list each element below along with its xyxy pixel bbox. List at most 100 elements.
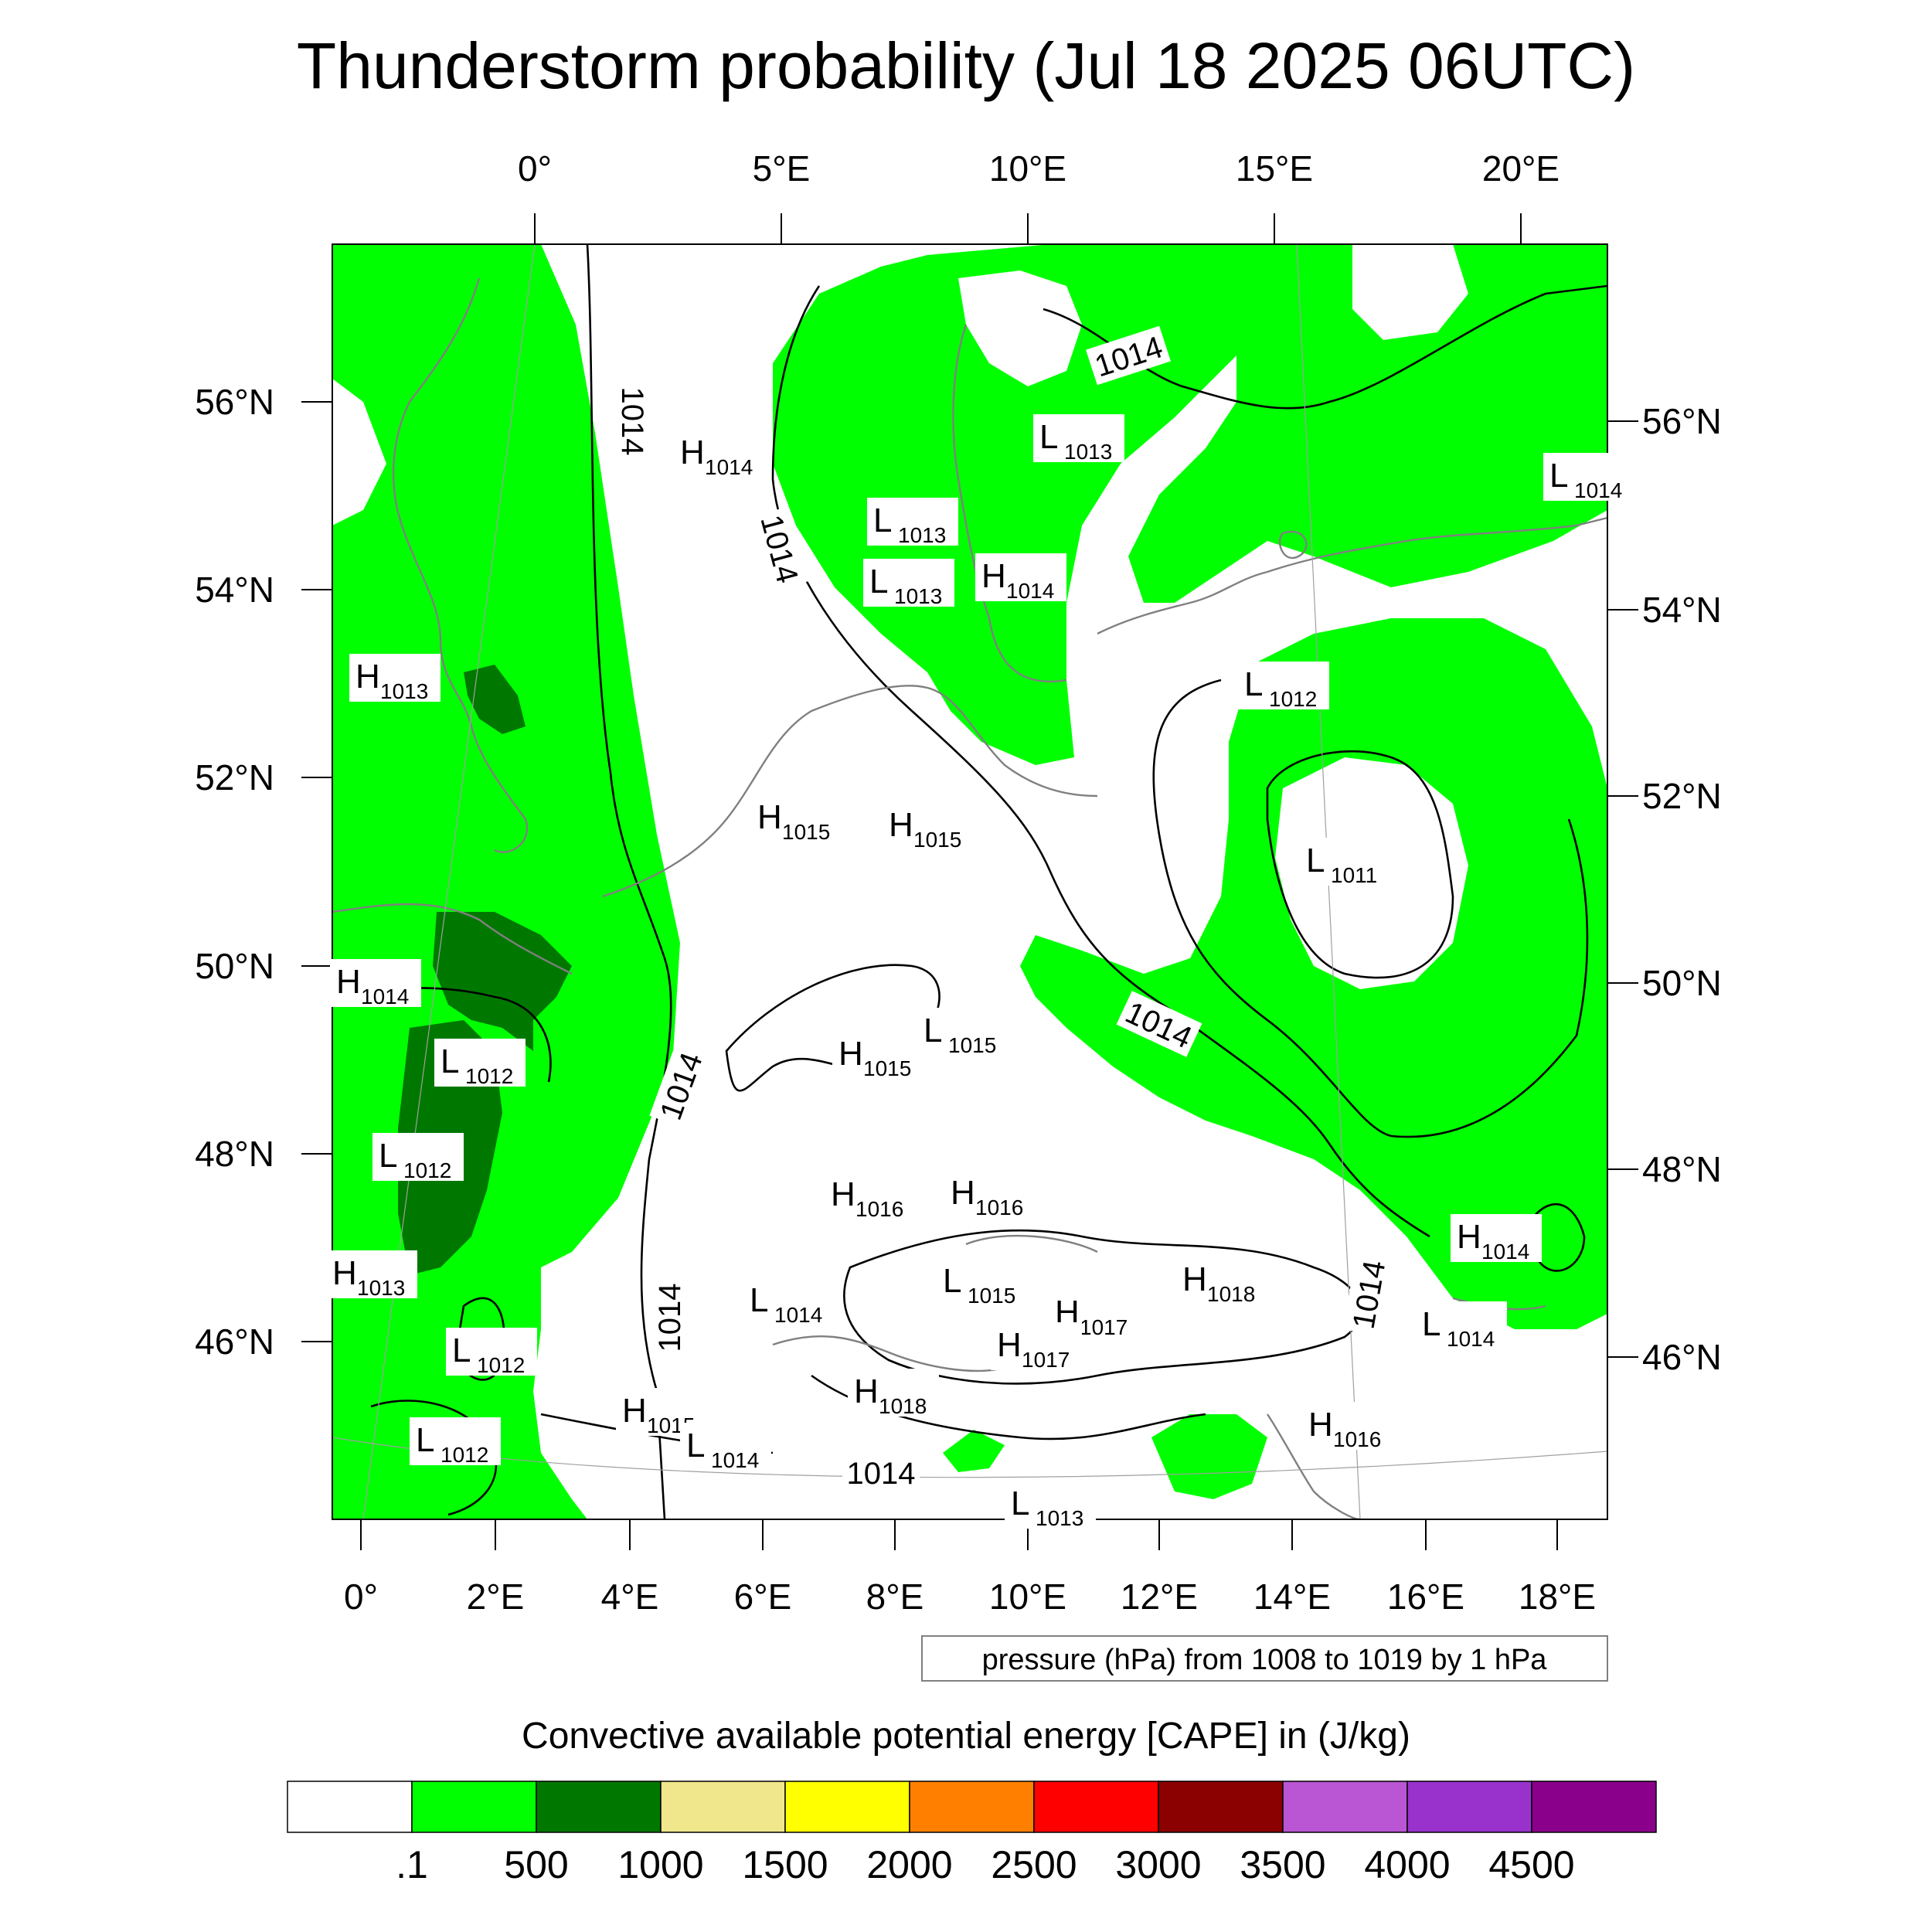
pressure-marker-type: H: [951, 1174, 975, 1212]
pressure-marker-value: 1018: [879, 1394, 927, 1418]
pressure-marker-type: L: [1039, 418, 1058, 456]
right-lat-label: 56°N: [1642, 401, 1722, 441]
left-lat-label: 54°N: [195, 570, 274, 610]
pressure-marker-bg: [1451, 1214, 1542, 1262]
pressure-marker-type: L: [686, 1427, 705, 1464]
pressure-marker-type: L: [440, 1043, 459, 1080]
colorbar-labels: .1 500 1000 1500 2000 2500 3000 3500 4000 4500: [396, 1843, 1574, 1886]
pressure-marker-value: 1013: [898, 523, 946, 547]
coastline: [332, 903, 573, 975]
right-lat-label: 54°N: [1642, 590, 1722, 630]
bottom-lon-label: 2°E: [467, 1577, 525, 1617]
low-pressure-marker: L 1012: [372, 1133, 464, 1182]
pressure-marker-bg: [1033, 414, 1124, 462]
pressure-marker-value: 1014: [705, 455, 753, 479]
contour-label-text: 1014: [653, 1284, 687, 1352]
pressure-marker-value: 1012: [1269, 687, 1317, 711]
low-pressure-marker: L 1013: [863, 559, 954, 608]
pressure-marker-bg: [883, 802, 974, 850]
colorbar-label: 4000: [1364, 1843, 1450, 1886]
low-pressure-marker: L 1012: [1238, 662, 1329, 711]
pressure-marker-type: H: [997, 1326, 1022, 1364]
low-pressure-marker: L 1013: [1005, 1481, 1096, 1530]
cape-hole-west: [332, 379, 386, 526]
pressure-marker-bg: [825, 1172, 916, 1219]
pressure-marker-bg: [674, 430, 765, 478]
pressure-marker-value: 1012: [440, 1443, 488, 1467]
top-lon-label: 20°E: [1482, 148, 1560, 189]
colorbar-label: 3500: [1240, 1843, 1325, 1886]
low-pressure-marker: L 1015: [917, 1008, 1009, 1057]
pressure-marker-type: H: [831, 1175, 855, 1213]
pressure-marker-bg: [917, 1008, 1009, 1056]
colorbar-swatch: [1158, 1781, 1284, 1833]
pressure-marker-bg: [1005, 1481, 1096, 1529]
colorbar-swatch: [287, 1781, 413, 1833]
top-lon-label: 0°: [518, 148, 552, 189]
contour-label-text: 1014: [847, 1457, 916, 1491]
pressure-marker-value: 1013: [1064, 440, 1112, 464]
isobar-line: [586, 244, 672, 1519]
contour-label: 1014: [842, 1454, 920, 1491]
low-pressure-marker: L 1012: [446, 1328, 537, 1377]
pressure-marker-value: 1016: [975, 1196, 1023, 1219]
bottom-lon-label: 0°: [344, 1577, 378, 1617]
low-pressure-marker: L 1011: [1300, 838, 1391, 887]
pressure-marker-type: H: [1182, 1260, 1207, 1298]
colorbar-swatch: [536, 1781, 662, 1833]
pressure-marker-type: L: [943, 1262, 961, 1300]
pressure-marker-type: L: [1244, 665, 1263, 703]
low-pressure-marker: L 1014: [680, 1423, 771, 1472]
colorbar-swatch: [1531, 1781, 1657, 1833]
bottom-axis: 0° 2°E 4°E 6°E 8°E 10°E 12°E 14°E 16°E 1…: [344, 1519, 1596, 1617]
contour-label-bg: [649, 1043, 711, 1129]
bottom-lon-label: 4°E: [601, 1577, 659, 1617]
top-axis: 0° 5°E 10°E 15°E 20°E: [518, 148, 1560, 244]
pressure-marker-type: L: [869, 563, 888, 600]
left-lat-label: 46°N: [195, 1321, 274, 1362]
colorbar-swatch: [660, 1781, 786, 1833]
bottom-lon-label: 6°E: [734, 1577, 792, 1617]
pressure-marker-value: 1016: [855, 1197, 903, 1221]
pressure-marker-type: L: [1549, 457, 1568, 495]
low-pressure-marker: L 1013: [1033, 414, 1124, 464]
pressure-marker-bg: [349, 654, 440, 702]
high-pressure-marker: H 1016: [944, 1170, 1036, 1219]
contour-label-bg: [752, 506, 809, 591]
pressure-marker-bg: [743, 1277, 835, 1325]
contour-label-text: 1014: [615, 387, 649, 456]
low-pressure-marker: L 1012: [410, 1417, 501, 1467]
pressure-marker-type: L: [1011, 1485, 1029, 1522]
coastline: [1097, 516, 1607, 635]
cape-high-1: [464, 665, 526, 734]
right-lat-label: 46°N: [1642, 1337, 1722, 1377]
pressure-marker-bg: [991, 1322, 1082, 1370]
cape-region-south-small: [943, 1430, 1005, 1472]
coastline-layer: [332, 277, 1607, 1519]
coastline: [952, 324, 1067, 683]
colorbar-label: 2500: [991, 1843, 1077, 1886]
pressure-marker-value: 1013: [1036, 1506, 1083, 1530]
contour-label-bg: [1116, 991, 1202, 1057]
pressure-marker-type: H: [622, 1392, 647, 1430]
graticule-line: [362, 244, 536, 1519]
cape-high-2: [433, 912, 572, 1051]
pressure-marker-type: L: [416, 1421, 434, 1459]
pressure-marker-bg: [937, 1258, 1028, 1306]
contour-label-bg: [650, 1279, 687, 1356]
colorbar-label: 2000: [866, 1843, 952, 1886]
pressure-marker-value: 1013: [380, 679, 428, 703]
pressure-marker-type: L: [873, 502, 892, 539]
high-pressure-marker: H 1015: [883, 802, 974, 852]
colorbar-label: .1: [396, 1843, 428, 1886]
pressure-note: pressure (hPa) from 1008 to 1019 by 1 hP…: [982, 1644, 1548, 1676]
colorbar-swatch: [1282, 1781, 1408, 1833]
pressure-marker-bg: [1238, 662, 1329, 709]
colorbar-label: 4500: [1488, 1843, 1574, 1886]
pressure-marker-value: 1014: [361, 985, 409, 1009]
pressure-marker-bg: [330, 959, 421, 1007]
right-axis: 56°N 54°N 52°N 50°N 48°N 46°N: [1607, 401, 1722, 1377]
pressure-marker-value: 1012: [465, 1064, 513, 1088]
pressure-marker-value: 1012: [477, 1353, 525, 1377]
pressure-marker-type: L: [379, 1137, 397, 1175]
